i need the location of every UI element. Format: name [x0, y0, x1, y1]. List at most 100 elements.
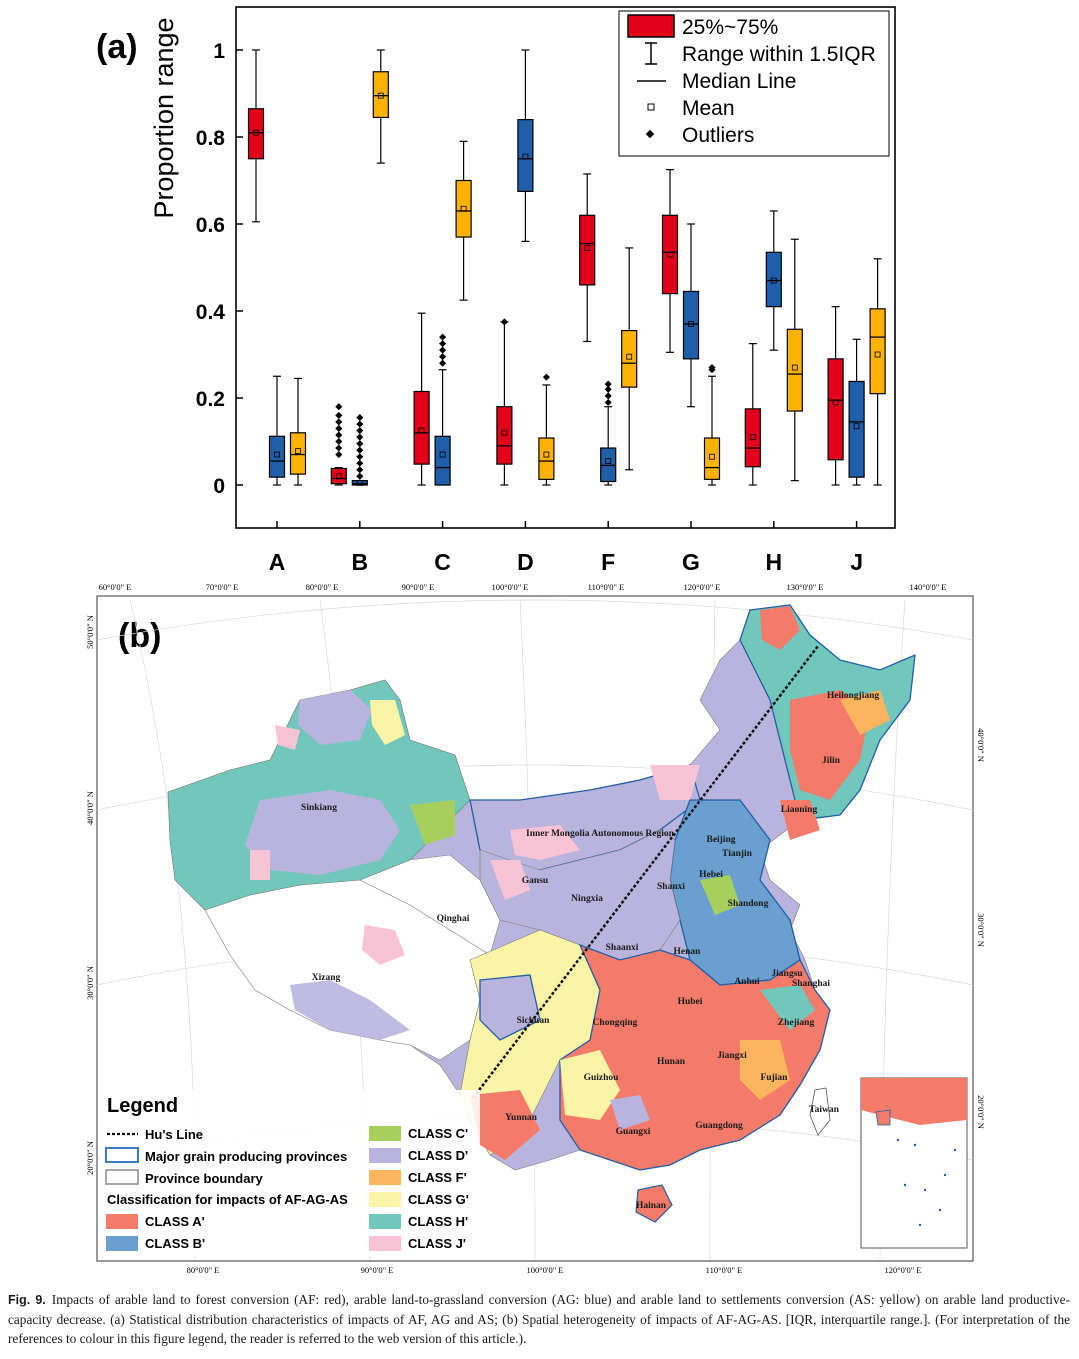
mean-marker	[439, 451, 446, 458]
place-name: Hebei	[699, 870, 723, 880]
class-swatch	[106, 1236, 138, 1251]
panel-b-map: 60°0'0" E 70°0'0" E 80°0'0" E 90°0'0" E 100°…	[85, 582, 986, 1275]
top-lon-label: 100°0'0" E	[492, 582, 529, 592]
legend-whisker-label: Range within 1.5IQR	[682, 43, 876, 66]
legend-hus-line-label: Hu's Line	[145, 1127, 203, 1142]
box-AG-A	[268, 375, 286, 486]
place-name: Ningxia	[571, 894, 603, 904]
box-AF-B	[330, 403, 347, 486]
class-label: CLASS G'	[408, 1192, 469, 1207]
mean-marker	[253, 129, 259, 136]
legend-mean-label: Mean	[682, 97, 735, 120]
legend-major-grain-icon	[105, 1147, 139, 1163]
mean-marker	[295, 448, 301, 454]
class-label: CLASS C'	[408, 1126, 468, 1141]
outlier-marker	[335, 424, 343, 432]
place-name: Shanghai	[792, 979, 830, 989]
outlier-marker	[542, 373, 550, 381]
place-name: Jiangsu	[771, 969, 803, 979]
outlier-marker	[708, 364, 716, 372]
outlier-marker	[439, 359, 447, 367]
outlier-marker	[356, 466, 364, 474]
box-iqr	[869, 308, 886, 395]
mean-marker	[749, 434, 756, 441]
map-legend: Legend Hu's Line Major grain producing p…	[100, 1090, 480, 1256]
panel-b-label: (b)	[118, 617, 161, 655]
outlier-marker	[335, 403, 343, 411]
legend-box-label: 25%~75%	[682, 16, 778, 39]
sinkiang-pink-patch	[275, 725, 300, 750]
x-tick-label: F	[601, 549, 615, 575]
y-tick-label: 0.6	[196, 214, 225, 237]
mean-marker	[522, 153, 529, 160]
outlier-marker	[335, 418, 343, 426]
box-series	[247, 49, 886, 486]
sinkiang-pink-patch-2	[250, 850, 270, 880]
outlier-marker	[500, 318, 508, 326]
sinkiang-yellow-patch	[370, 700, 405, 745]
box-AG-H	[765, 210, 782, 351]
left-latitude-labels: 50°0'0" N 40°0'0" N 30°0'0" N 20°0'0" N	[85, 615, 95, 1175]
top-lon-label: 60°0'0" E	[99, 582, 132, 592]
place-name: Shaanxi	[606, 943, 639, 953]
xizang-purple-patch	[290, 980, 410, 1040]
box-iqr	[848, 380, 865, 478]
fujian-orange-patch	[740, 1040, 790, 1100]
box-iqr	[372, 71, 389, 119]
bottom-lon-label: 90°0'0" E	[361, 1265, 394, 1275]
place-name: Hainan	[636, 1201, 667, 1211]
outlier-marker	[356, 472, 364, 480]
x-tick-label: G	[682, 549, 700, 575]
place-name: Shanxi	[657, 882, 685, 892]
gansu-pink-patch	[490, 860, 530, 900]
box-AS-G	[703, 364, 721, 486]
box-iqr	[351, 480, 368, 486]
outlier-marker	[356, 440, 364, 448]
box-iqr	[765, 251, 782, 308]
top-longitude-labels: 60°0'0" E 70°0'0" E 80°0'0" E 90°0'0" E 100°…	[99, 582, 947, 592]
place-name: Guizhou	[584, 1073, 620, 1083]
panel-a-boxplot: (a) Proportion range 0 0.2 0.4 0.6 0.8 1 A B C D…	[96, 6, 896, 575]
loess-plateau	[479, 829, 681, 961]
bottom-lon-label: 120°0'0" E	[885, 1265, 922, 1275]
guizhou-yellow-patch	[560, 1050, 620, 1120]
place-name: Heilongjiang	[827, 691, 880, 701]
place-name: Guangdong	[695, 1121, 743, 1131]
outlier-marker	[604, 392, 612, 400]
place-name: Sinkiang	[301, 803, 337, 813]
class-swatch	[369, 1148, 401, 1163]
sinkiang-green-patch	[410, 800, 455, 845]
top-lon-label: 130°0'0" E	[787, 582, 824, 592]
outlier-marker	[335, 437, 343, 446]
right-latitude-labels: 40°0'0" N 30°0'0" N 20°0'0" N	[976, 728, 986, 1129]
place-names: Heilongjiang Jilin Liaoning Inner Mongolia …	[301, 691, 879, 1211]
left-lat-label: 20°0'0" N	[85, 1141, 95, 1175]
map-legend-bg	[100, 1090, 480, 1256]
box-AS-C	[455, 140, 472, 301]
top-lon-label: 70°0'0" E	[206, 582, 239, 592]
box-AF-H	[744, 343, 761, 486]
box-iqr	[744, 408, 761, 468]
outlier-marker	[356, 453, 364, 461]
class-swatch	[369, 1214, 401, 1229]
sichuan-purple-patch	[479, 974, 541, 1041]
box-AG-B	[351, 414, 368, 486]
y-tick-label: 0.2	[196, 388, 225, 411]
place-name: Qinghai	[437, 914, 470, 924]
place-name: Sichuan	[517, 1016, 550, 1026]
top-lon-label: 140°0'0" E	[910, 582, 947, 592]
x-tick-label: B	[351, 549, 368, 575]
place-name: Gansu	[522, 876, 549, 886]
bottom-lon-label: 80°0'0" E	[187, 1265, 220, 1275]
guangxi-purple-patch	[610, 1095, 650, 1130]
mean-marker	[667, 251, 673, 258]
left-lat-label: 40°0'0" N	[85, 791, 95, 825]
box-iqr	[703, 437, 721, 480]
box-AS-J	[869, 258, 886, 486]
box-AG-J	[848, 338, 865, 486]
sinkiang-purple-patch	[245, 790, 400, 875]
top-lon-label: 120°0'0" E	[684, 582, 721, 592]
legend-median-label: Median Line	[682, 70, 796, 93]
box-AF-G	[661, 169, 679, 353]
